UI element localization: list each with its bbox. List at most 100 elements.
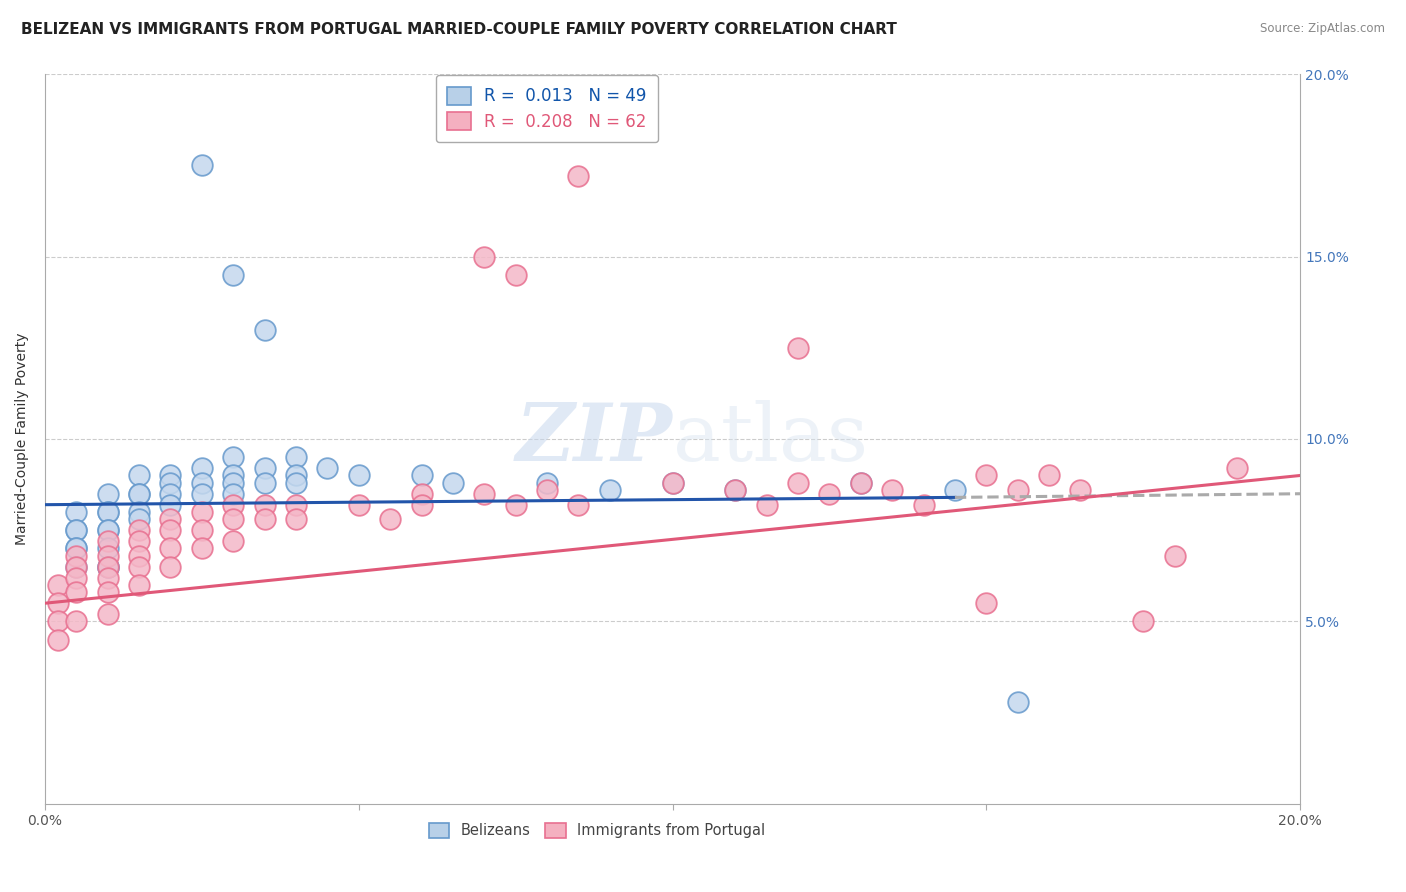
Point xyxy=(65,559,87,574)
Point xyxy=(97,505,120,519)
Point xyxy=(1163,549,1185,563)
Y-axis label: Married-Couple Family Poverty: Married-Couple Family Poverty xyxy=(15,333,30,545)
Point xyxy=(97,571,120,585)
Point xyxy=(411,468,433,483)
Point xyxy=(191,461,214,475)
Point xyxy=(97,549,120,563)
Point xyxy=(222,534,245,549)
Point xyxy=(724,483,747,497)
Point xyxy=(97,559,120,574)
Point xyxy=(97,487,120,501)
Point xyxy=(285,468,308,483)
Point xyxy=(1069,483,1091,497)
Point xyxy=(222,268,245,282)
Point xyxy=(411,498,433,512)
Point xyxy=(787,341,810,355)
Point xyxy=(159,512,181,526)
Point xyxy=(285,450,308,465)
Point xyxy=(505,268,527,282)
Point xyxy=(536,475,558,490)
Point xyxy=(661,475,683,490)
Point xyxy=(222,487,245,501)
Point xyxy=(943,483,966,497)
Point xyxy=(128,534,150,549)
Point xyxy=(46,615,69,629)
Point xyxy=(128,468,150,483)
Point xyxy=(316,461,339,475)
Point xyxy=(191,487,214,501)
Point xyxy=(378,512,401,526)
Point xyxy=(46,596,69,610)
Point xyxy=(253,475,276,490)
Point xyxy=(1132,615,1154,629)
Point xyxy=(285,498,308,512)
Point xyxy=(253,461,276,475)
Point xyxy=(755,498,778,512)
Point xyxy=(191,523,214,537)
Point xyxy=(128,578,150,592)
Point xyxy=(65,585,87,599)
Point xyxy=(65,523,87,537)
Point xyxy=(441,475,464,490)
Point xyxy=(974,596,997,610)
Point xyxy=(65,615,87,629)
Point xyxy=(347,498,370,512)
Point xyxy=(1007,483,1029,497)
Point xyxy=(159,541,181,556)
Point xyxy=(787,475,810,490)
Point xyxy=(128,523,150,537)
Point xyxy=(222,475,245,490)
Point xyxy=(159,475,181,490)
Point xyxy=(253,322,276,336)
Point xyxy=(599,483,621,497)
Point xyxy=(159,487,181,501)
Point xyxy=(128,487,150,501)
Point xyxy=(65,505,87,519)
Point xyxy=(65,523,87,537)
Point xyxy=(65,541,87,556)
Point xyxy=(97,541,120,556)
Point xyxy=(97,585,120,599)
Point xyxy=(191,541,214,556)
Point xyxy=(97,534,120,549)
Point xyxy=(191,475,214,490)
Point xyxy=(97,523,120,537)
Point xyxy=(567,169,589,184)
Point xyxy=(159,523,181,537)
Point xyxy=(46,578,69,592)
Point xyxy=(411,487,433,501)
Point xyxy=(65,549,87,563)
Point xyxy=(1038,468,1060,483)
Point xyxy=(97,559,120,574)
Point xyxy=(724,483,747,497)
Point xyxy=(222,450,245,465)
Text: Source: ZipAtlas.com: Source: ZipAtlas.com xyxy=(1260,22,1385,36)
Point xyxy=(1226,461,1249,475)
Point xyxy=(567,498,589,512)
Point xyxy=(222,468,245,483)
Point xyxy=(472,487,495,501)
Point xyxy=(97,559,120,574)
Point xyxy=(285,512,308,526)
Point xyxy=(97,607,120,622)
Point xyxy=(65,541,87,556)
Point xyxy=(97,505,120,519)
Point xyxy=(159,498,181,512)
Point xyxy=(849,475,872,490)
Point xyxy=(159,468,181,483)
Point xyxy=(128,559,150,574)
Point xyxy=(222,498,245,512)
Point xyxy=(97,523,120,537)
Point xyxy=(347,468,370,483)
Point xyxy=(818,487,841,501)
Point xyxy=(472,250,495,264)
Point xyxy=(661,475,683,490)
Point xyxy=(253,498,276,512)
Point xyxy=(912,498,935,512)
Text: atlas: atlas xyxy=(672,400,868,478)
Point xyxy=(849,475,872,490)
Point xyxy=(128,487,150,501)
Legend: Belizeans, Immigrants from Portugal: Belizeans, Immigrants from Portugal xyxy=(423,817,772,844)
Point xyxy=(191,158,214,172)
Point xyxy=(128,505,150,519)
